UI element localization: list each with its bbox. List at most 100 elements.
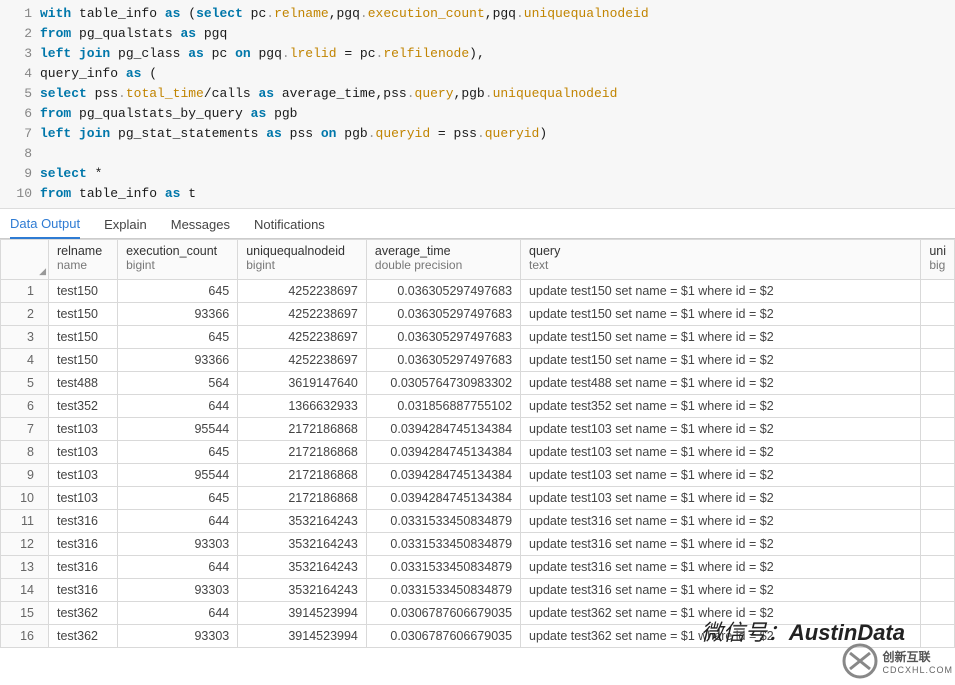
cell-average_time[interactable]: 0.0394284745134384 <box>366 487 520 510</box>
code-line[interactable]: query_info as ( <box>40 64 955 84</box>
cell-uniquequalnodeid[interactable]: 4252238697 <box>238 280 367 303</box>
cell-query[interactable]: update test103 set name = $1 where id = … <box>521 464 921 487</box>
table-row[interactable]: 12test3169330335321642430.03315334508348… <box>1 533 955 556</box>
table-row[interactable]: 10test10364521721868680.0394284745134384… <box>1 487 955 510</box>
cell-relname[interactable]: test103 <box>49 441 118 464</box>
cell-query[interactable]: update test103 set name = $1 where id = … <box>521 418 921 441</box>
cell-execution_count[interactable]: 93303 <box>118 625 238 648</box>
cell-uniquequalnodeid[interactable]: 4252238697 <box>238 303 367 326</box>
cell-average_time[interactable]: 0.036305297497683 <box>366 280 520 303</box>
cell-query[interactable]: update test488 set name = $1 where id = … <box>521 372 921 395</box>
cell-relname[interactable]: test150 <box>49 326 118 349</box>
table-row[interactable]: 6test35264413666329330.031856887755102up… <box>1 395 955 418</box>
cell-relname[interactable]: test103 <box>49 487 118 510</box>
cell-uniquequalnodeid[interactable]: 3914523994 <box>238 625 367 648</box>
cell-average_time[interactable]: 0.0306787606679035 <box>366 602 520 625</box>
code-line[interactable] <box>40 144 955 164</box>
cell-uniquequalnodeid[interactable]: 2172186868 <box>238 441 367 464</box>
table-row[interactable]: 11test31664435321642430.0331533450834879… <box>1 510 955 533</box>
column-header-uniquequalnodeid[interactable]: uniquequalnodeidbigint <box>238 240 367 280</box>
cell-uniquequalnodeid[interactable]: 2172186868 <box>238 487 367 510</box>
cell-execution_count[interactable]: 645 <box>118 326 238 349</box>
cell-relname[interactable]: test103 <box>49 464 118 487</box>
results-grid[interactable]: relnamenameexecution_countbigintuniquequ… <box>0 239 955 648</box>
cell-query[interactable]: update test316 set name = $1 where id = … <box>521 510 921 533</box>
table-row[interactable]: 3test15064542522386970.036305297497683up… <box>1 326 955 349</box>
cell-query[interactable]: update test150 set name = $1 where id = … <box>521 326 921 349</box>
column-header-relname[interactable]: relnamename <box>49 240 118 280</box>
table-row[interactable]: 8test10364521721868680.0394284745134384u… <box>1 441 955 464</box>
cell-average_time[interactable]: 0.0331533450834879 <box>366 579 520 602</box>
cell-average_time[interactable]: 0.0331533450834879 <box>366 510 520 533</box>
table-row[interactable]: 15test36264439145239940.0306787606679035… <box>1 602 955 625</box>
cell-execution_count[interactable]: 645 <box>118 487 238 510</box>
cell-uniquequalnodeid[interactable]: 2172186868 <box>238 418 367 441</box>
cell-uniquequalnodeid[interactable]: 3914523994 <box>238 602 367 625</box>
cell-average_time[interactable]: 0.031856887755102 <box>366 395 520 418</box>
cell-execution_count[interactable]: 93366 <box>118 349 238 372</box>
code-line[interactable]: select * <box>40 164 955 184</box>
cell-uniquequalnodeid[interactable]: 4252238697 <box>238 349 367 372</box>
cell-relname[interactable]: test488 <box>49 372 118 395</box>
cell-average_time[interactable]: 0.036305297497683 <box>366 349 520 372</box>
cell-relname[interactable]: test316 <box>49 556 118 579</box>
cell-average_time[interactable]: 0.0394284745134384 <box>366 418 520 441</box>
cell-execution_count[interactable]: 93303 <box>118 533 238 556</box>
cell-average_time[interactable]: 0.036305297497683 <box>366 326 520 349</box>
table-row[interactable]: 4test1509336642522386970.036305297497683… <box>1 349 955 372</box>
cell-execution_count[interactable]: 645 <box>118 441 238 464</box>
code-line[interactable]: from pg_qualstats as pgq <box>40 24 955 44</box>
cell-execution_count[interactable]: 644 <box>118 602 238 625</box>
cell-execution_count[interactable]: 93366 <box>118 303 238 326</box>
cell-average_time[interactable]: 0.0306787606679035 <box>366 625 520 648</box>
cell-average_time[interactable]: 0.0394284745134384 <box>366 441 520 464</box>
cell-uniquequalnodeid[interactable]: 2172186868 <box>238 464 367 487</box>
tab-explain[interactable]: Explain <box>104 217 147 238</box>
table-row[interactable]: 13test31664435321642430.0331533450834879… <box>1 556 955 579</box>
code-line[interactable]: left join pg_class as pc on pgq.lrelid =… <box>40 44 955 64</box>
cell-uniquequalnodeid[interactable]: 3532164243 <box>238 510 367 533</box>
cell-execution_count[interactable]: 644 <box>118 510 238 533</box>
cell-uniquequalnodeid[interactable]: 3532164243 <box>238 533 367 556</box>
column-header-average_time[interactable]: average_timedouble precision <box>366 240 520 280</box>
sql-code-area[interactable]: with table_info as (select pc.relname,pg… <box>40 0 955 208</box>
cell-relname[interactable]: test150 <box>49 349 118 372</box>
cell-uniquequalnodeid[interactable]: 3619147640 <box>238 372 367 395</box>
cell-query[interactable]: update test150 set name = $1 where id = … <box>521 280 921 303</box>
cell-relname[interactable]: test362 <box>49 602 118 625</box>
cell-relname[interactable]: test150 <box>49 280 118 303</box>
cell-execution_count[interactable]: 564 <box>118 372 238 395</box>
cell-relname[interactable]: test316 <box>49 510 118 533</box>
table-row[interactable]: 5test48856436191476400.0305764730983302u… <box>1 372 955 395</box>
cell-query[interactable]: update test150 set name = $1 where id = … <box>521 303 921 326</box>
tab-messages[interactable]: Messages <box>171 217 230 238</box>
cell-average_time[interactable]: 0.0394284745134384 <box>366 464 520 487</box>
cell-execution_count[interactable]: 644 <box>118 395 238 418</box>
cell-query[interactable]: update test362 set name = $1 where id = … <box>521 625 921 648</box>
cell-average_time[interactable]: 0.036305297497683 <box>366 303 520 326</box>
cell-query[interactable]: update test103 set name = $1 where id = … <box>521 441 921 464</box>
cell-query[interactable]: update test362 set name = $1 where id = … <box>521 602 921 625</box>
cell-execution_count[interactable]: 93303 <box>118 579 238 602</box>
column-header-uni[interactable]: unibig <box>921 240 955 280</box>
cell-execution_count[interactable]: 645 <box>118 280 238 303</box>
cell-execution_count[interactable]: 644 <box>118 556 238 579</box>
cell-execution_count[interactable]: 95544 <box>118 418 238 441</box>
tab-notifications[interactable]: Notifications <box>254 217 325 238</box>
sql-editor[interactable]: 12345678910 with table_info as (select p… <box>0 0 955 209</box>
results-table[interactable]: relnamenameexecution_countbigintuniquequ… <box>0 239 955 648</box>
cell-query[interactable]: update test150 set name = $1 where id = … <box>521 349 921 372</box>
cell-relname[interactable]: test103 <box>49 418 118 441</box>
column-header-query[interactable]: querytext <box>521 240 921 280</box>
cell-uniquequalnodeid[interactable]: 1366632933 <box>238 395 367 418</box>
cell-relname[interactable]: test362 <box>49 625 118 648</box>
table-row[interactable]: 7test1039554421721868680.039428474513438… <box>1 418 955 441</box>
tab-data-output[interactable]: Data Output <box>10 216 80 239</box>
table-row[interactable]: 16test3629330339145239940.03067876066790… <box>1 625 955 648</box>
cell-relname[interactable]: test316 <box>49 533 118 556</box>
cell-query[interactable]: update test316 set name = $1 where id = … <box>521 556 921 579</box>
code-line[interactable]: left join pg_stat_statements as pss on p… <box>40 124 955 144</box>
table-row[interactable]: 14test3169330335321642430.03315334508348… <box>1 579 955 602</box>
code-line[interactable]: from pg_qualstats_by_query as pgb <box>40 104 955 124</box>
cell-average_time[interactable]: 0.0331533450834879 <box>366 556 520 579</box>
